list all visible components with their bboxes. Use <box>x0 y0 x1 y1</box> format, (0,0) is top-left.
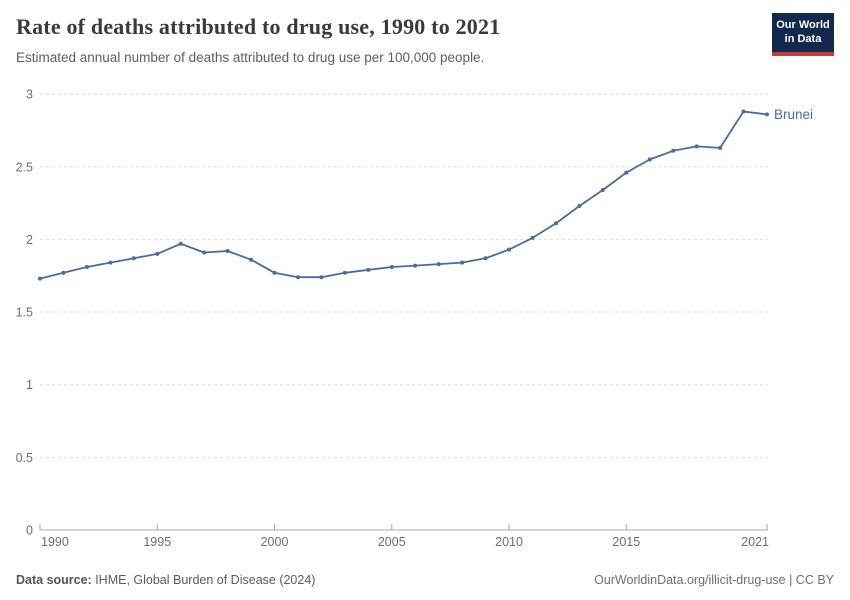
data-point-2007[interactable] <box>436 262 441 267</box>
data-point-2008[interactable] <box>460 260 465 265</box>
data-point-2018[interactable] <box>694 144 699 149</box>
chart-subtitle: Estimated annual number of deaths attrib… <box>16 50 485 65</box>
owid-citation-link[interactable]: OurWorldinData.org/illicit-drug-use | CC… <box>594 573 834 587</box>
data-point-2009[interactable] <box>483 256 488 261</box>
x-tick-label-2021: 2021 <box>741 535 769 549</box>
series-label-brunei[interactable]: Brunei <box>774 107 813 122</box>
x-tick-label-2010: 2010 <box>495 535 523 549</box>
data-point-2005[interactable] <box>389 265 394 269</box>
data-point-1998[interactable] <box>225 249 230 253</box>
data-point-2016[interactable] <box>647 157 652 162</box>
x-tick-label-1995: 1995 <box>143 535 171 549</box>
y-tick-label-2: 2 <box>26 233 33 247</box>
data-point-2017[interactable] <box>671 148 676 153</box>
data-point-2000[interactable] <box>272 270 277 275</box>
data-point-2004[interactable] <box>366 267 371 272</box>
data-point-2019[interactable] <box>718 145 723 150</box>
data-point-2003[interactable] <box>342 270 347 275</box>
x-tick-label-1990: 1990 <box>41 535 69 549</box>
data-point-1994[interactable] <box>131 256 136 261</box>
data-point-1996[interactable] <box>178 241 183 246</box>
y-tick-label-2.5: 2.5 <box>16 160 33 174</box>
y-tick-label-3: 3 <box>26 88 33 102</box>
y-tick-label-1: 1 <box>26 378 33 392</box>
data-point-2020[interactable] <box>741 109 746 114</box>
data-point-2002[interactable] <box>319 275 324 280</box>
owid-logo[interactable]: Our World in Data <box>772 13 834 56</box>
data-point-2010[interactable] <box>507 247 511 252</box>
line-chart[interactable]: 0 0.5 1 1.5 2 2.5 3 1990 1995 2000 2005 2010 2015 202… <box>0 80 850 560</box>
data-source-text: IHME, Global Burden of Disease (2024) <box>91 573 316 587</box>
x-tick-label-2015: 2015 <box>612 535 640 549</box>
owid-logo-line2: in Data <box>784 32 822 45</box>
x-tick-label-2000: 2000 <box>261 535 289 549</box>
owid-logo-line1: Our World <box>776 19 830 31</box>
data-point-1997[interactable] <box>202 250 207 255</box>
x-tick-label-2005: 2005 <box>378 535 406 549</box>
data-point-2006[interactable] <box>413 263 418 268</box>
data-point-2014[interactable] <box>600 188 605 192</box>
data-source-label: Data source: <box>16 573 92 587</box>
data-source-note: Data source: IHME, Global Burden of Dise… <box>16 573 315 587</box>
series-line-brunei[interactable] <box>39 110 768 280</box>
data-point-2013[interactable] <box>577 204 582 208</box>
y-tick-label-0.5: 0.5 <box>16 451 33 465</box>
data-point-1995[interactable] <box>155 251 160 256</box>
data-point-2012[interactable] <box>553 221 558 226</box>
data-point-1992[interactable] <box>84 265 89 269</box>
data-point-1999[interactable] <box>249 257 254 262</box>
data-point-2015[interactable] <box>624 170 629 175</box>
data-point-1991[interactable] <box>61 270 66 275</box>
data-point-1990[interactable] <box>38 276 42 281</box>
data-point-2011[interactable] <box>530 235 535 240</box>
data-point-2021[interactable] <box>765 112 769 117</box>
y-tick-label-0: 0 <box>26 524 33 538</box>
data-point-1993[interactable] <box>108 260 113 265</box>
y-tick-label-1.5: 1.5 <box>16 306 33 320</box>
chart-title: Rate of deaths attributed to drug use, 1… <box>16 14 501 39</box>
data-point-2001[interactable] <box>296 275 300 280</box>
